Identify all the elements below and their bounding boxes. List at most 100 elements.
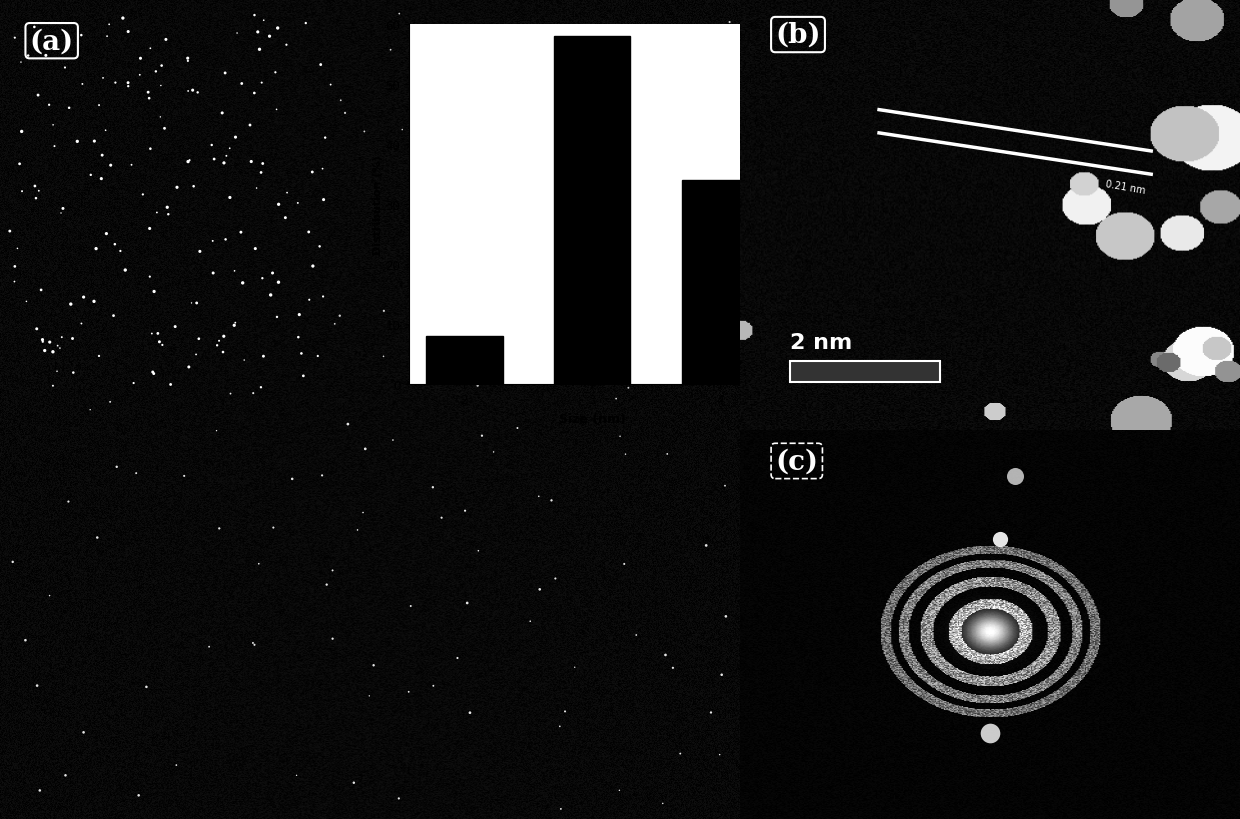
Point — [712, 668, 732, 681]
Point — [45, 140, 64, 153]
Point — [675, 104, 694, 117]
Point — [263, 522, 283, 535]
Point — [241, 120, 260, 133]
Point — [268, 22, 288, 35]
Point — [212, 107, 232, 120]
Point — [294, 370, 314, 383]
Point — [130, 69, 150, 82]
Point — [614, 558, 634, 571]
Point — [81, 169, 100, 182]
Point — [93, 72, 113, 85]
Point — [105, 77, 125, 90]
Point — [47, 340, 67, 353]
Point — [709, 748, 729, 761]
Point — [47, 365, 67, 378]
Point — [148, 206, 167, 219]
Point — [213, 346, 233, 360]
Point — [389, 8, 409, 21]
Point — [335, 107, 355, 120]
Point — [267, 104, 286, 117]
Point — [156, 34, 176, 47]
Point — [140, 223, 160, 236]
Point — [311, 59, 331, 72]
Point — [432, 512, 451, 525]
Point — [322, 564, 342, 577]
Point — [564, 131, 584, 144]
Point — [339, 418, 358, 431]
Point — [107, 460, 126, 473]
Point — [40, 336, 60, 349]
Y-axis label: Distribution (%): Distribution (%) — [372, 155, 382, 255]
Point — [701, 706, 720, 719]
Point — [72, 29, 92, 43]
Point — [210, 335, 229, 348]
Point — [322, 632, 342, 645]
Point — [53, 202, 73, 215]
Point — [615, 448, 635, 461]
Point — [682, 206, 702, 219]
Point — [87, 532, 107, 545]
Point — [105, 238, 125, 251]
Point — [325, 318, 345, 331]
Point — [572, 241, 591, 254]
Point — [249, 43, 269, 57]
Point — [5, 32, 25, 45]
Point — [289, 309, 309, 322]
Point — [187, 87, 207, 100]
Point — [179, 85, 198, 98]
Point — [234, 354, 254, 367]
Point — [179, 55, 198, 68]
Point — [556, 705, 575, 718]
Point — [610, 430, 630, 443]
Point — [467, 379, 487, 392]
Point — [312, 469, 332, 482]
Point — [321, 79, 341, 92]
Point — [409, 152, 429, 165]
Point — [190, 246, 210, 259]
Point — [458, 597, 477, 610]
Point — [52, 331, 72, 344]
Point — [27, 679, 47, 692]
Point — [19, 50, 38, 63]
X-axis label: Size (nm): Size (nm) — [559, 413, 625, 425]
Point — [299, 294, 319, 307]
Point — [277, 39, 296, 52]
Point — [72, 318, 92, 331]
Point — [720, 56, 740, 69]
Point — [100, 396, 120, 409]
Point — [7, 242, 27, 256]
Point — [363, 659, 383, 672]
Point — [542, 494, 562, 507]
Point — [560, 229, 580, 242]
Point — [184, 180, 203, 193]
Point — [153, 339, 172, 352]
Point — [253, 158, 273, 171]
Point — [232, 78, 252, 91]
Point — [314, 194, 334, 207]
Point — [180, 155, 200, 168]
Point — [205, 153, 224, 166]
Point — [433, 188, 453, 201]
Point — [374, 305, 394, 318]
Point — [84, 296, 104, 309]
Point — [308, 350, 327, 363]
Point — [247, 183, 267, 196]
Point — [226, 131, 246, 144]
Point — [130, 52, 150, 66]
Point — [217, 150, 237, 163]
Point — [51, 207, 71, 220]
Point — [92, 173, 112, 186]
Point — [343, 776, 363, 790]
Point — [159, 208, 179, 221]
Point — [221, 387, 241, 400]
Point — [356, 443, 376, 456]
Point — [461, 169, 481, 182]
Point — [203, 235, 223, 248]
Point — [200, 640, 219, 654]
Point — [248, 26, 268, 39]
Point — [564, 661, 584, 674]
Point — [450, 234, 470, 247]
Point — [144, 286, 164, 299]
Point — [202, 139, 222, 152]
Point — [186, 348, 206, 361]
